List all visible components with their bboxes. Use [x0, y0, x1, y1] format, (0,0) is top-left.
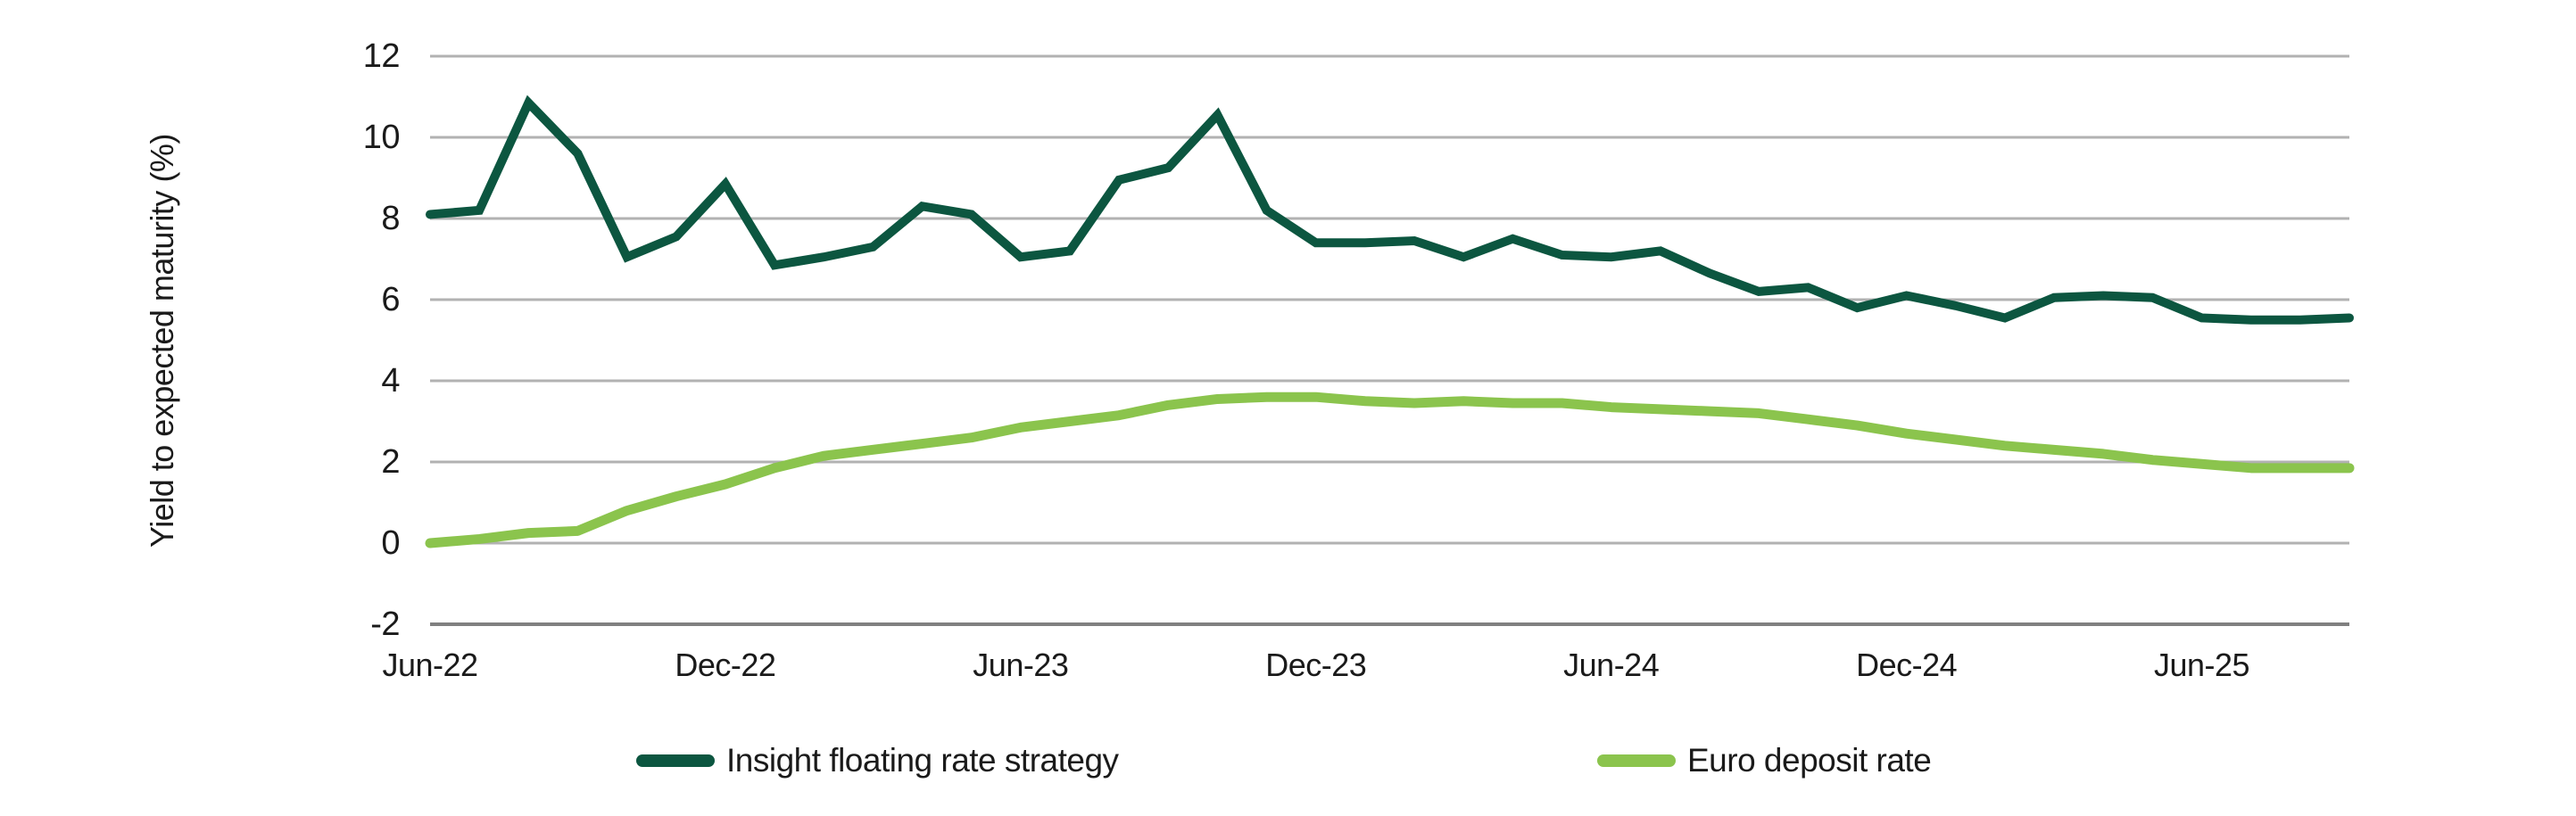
- legend-item-euro-deposit-rate: Euro deposit rate: [1597, 742, 1932, 779]
- y-tick-label-4: 4: [381, 362, 400, 400]
- x-tick-label-jun-25: Jun-25: [2153, 647, 2250, 683]
- legend-label-insight-floating-rate-strategy: Insight floating rate strategy: [726, 742, 1119, 779]
- y-tick-label-6: 6: [381, 281, 400, 318]
- legend-label-euro-deposit-rate: Euro deposit rate: [1687, 742, 1932, 779]
- x-tick-label-dec-23: Dec-23: [1265, 647, 1367, 683]
- y-tick-label-2: 2: [381, 443, 400, 481]
- series-line-insight-floating-rate-strategy: [426, 95, 2354, 325]
- y-tick-label-10: 10: [362, 119, 401, 156]
- x-tick-label-dec-22: Dec-22: [675, 647, 776, 683]
- y-tick-label--2: -2: [370, 606, 400, 643]
- x-tick-label-dec-24: Dec-24: [1856, 647, 1958, 683]
- legend-swatch-euro-deposit-rate: [1597, 754, 1676, 767]
- x-tick-label-jun-23: Jun-23: [973, 647, 1069, 683]
- x-tick-label-jun-24: Jun-24: [1563, 647, 1660, 683]
- legend-item-insight-floating-rate-strategy: Insight floating rate strategy: [636, 742, 1119, 779]
- series-line-euro-deposit-rate: [425, 392, 2355, 548]
- y-axis-title: Yield to expected maturity (%): [144, 134, 180, 548]
- legend-swatch-insight-floating-rate-strategy: [636, 754, 715, 767]
- y-tick-label-0: 0: [381, 524, 400, 562]
- y-tick-label-12: 12: [362, 37, 401, 75]
- x-tick-label-jun-22: Jun-22: [382, 647, 478, 683]
- y-tick-label-8: 8: [381, 200, 400, 237]
